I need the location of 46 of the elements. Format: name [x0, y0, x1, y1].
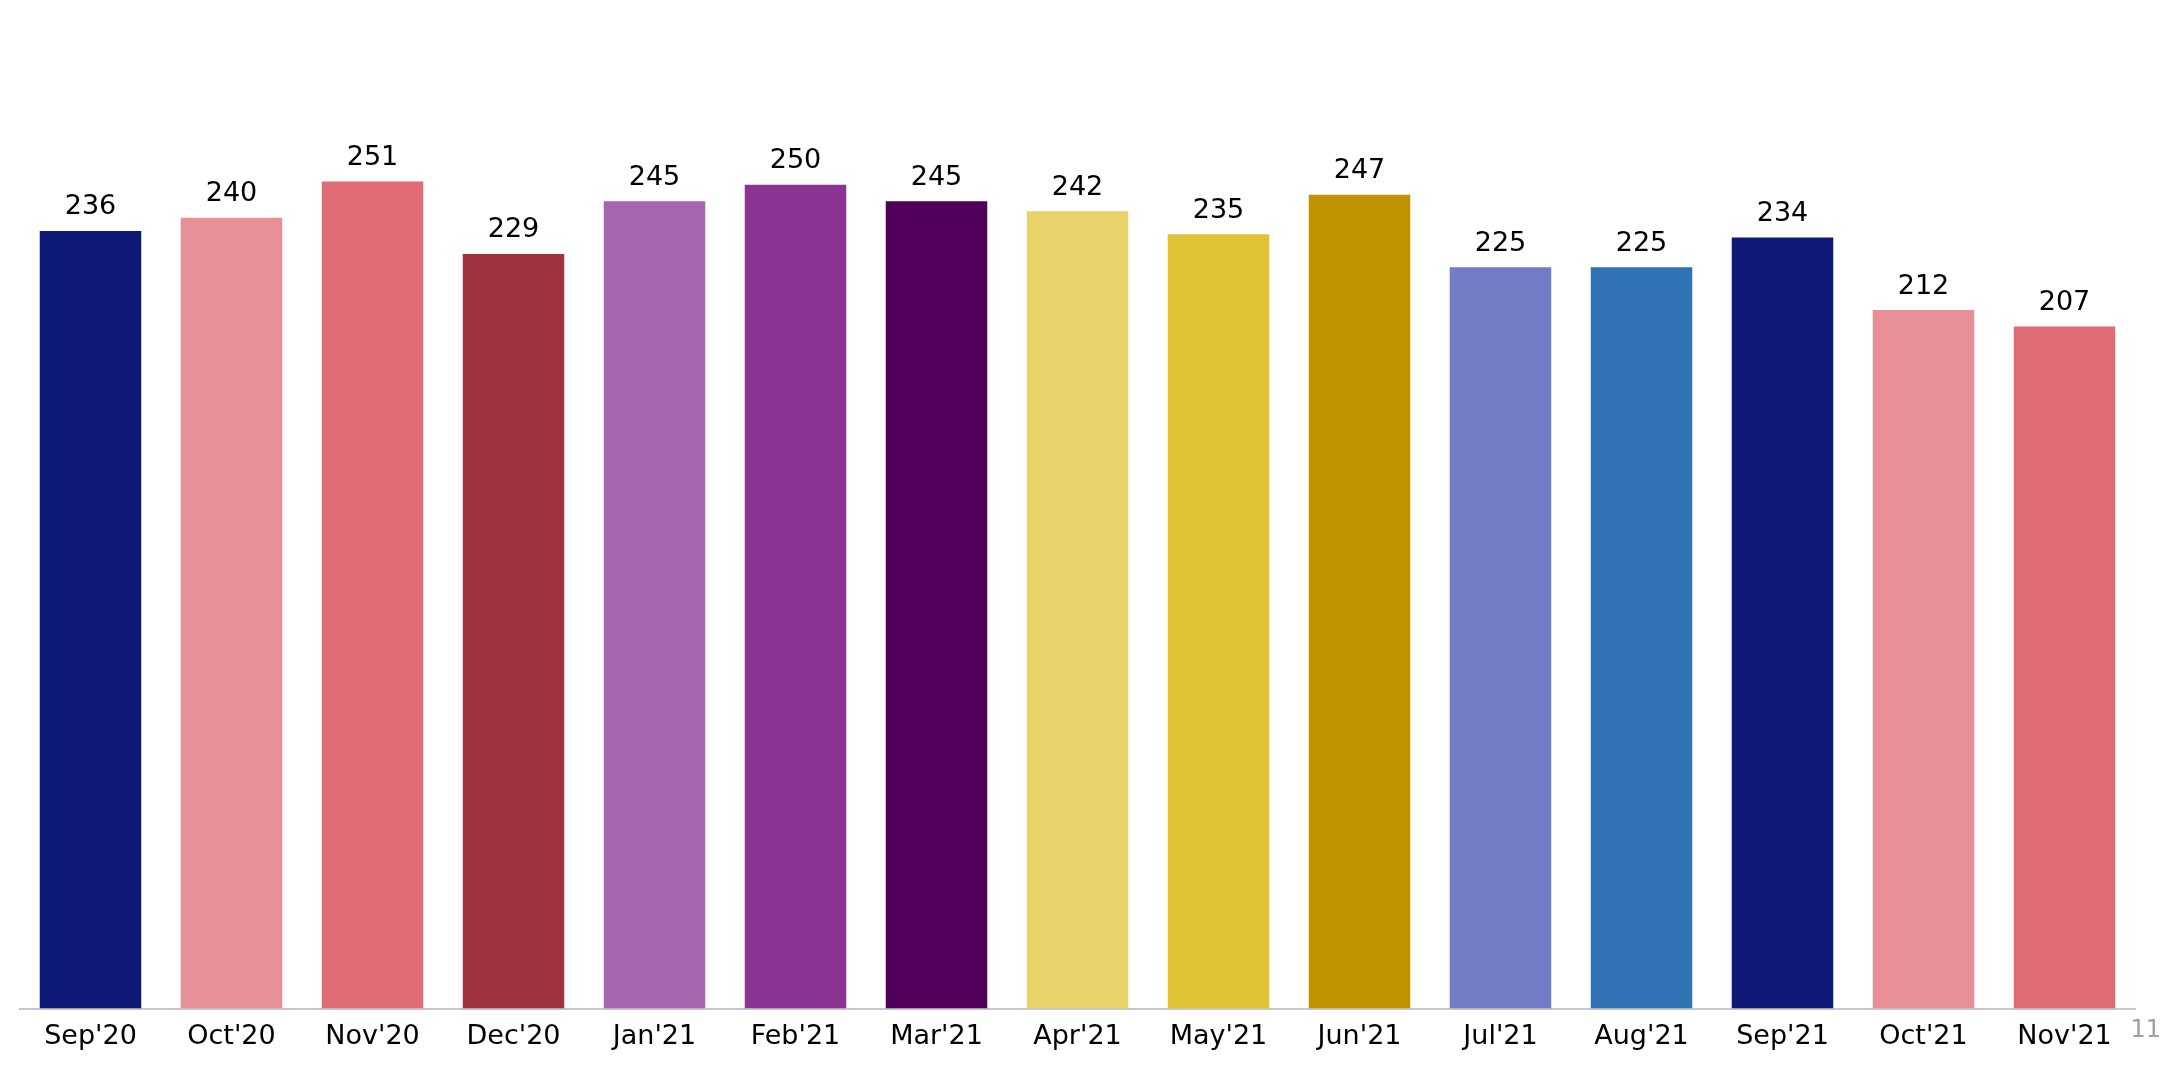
data-label: 212: [1897, 268, 1950, 300]
data-label: 207: [2038, 284, 2091, 316]
bar: [39, 230, 142, 1009]
data-label: 235: [1192, 192, 1245, 224]
data-label: 242: [1051, 169, 1104, 201]
data-label: 229: [487, 212, 540, 244]
data-label: 251: [346, 139, 399, 171]
bar: [2013, 326, 2116, 1009]
data-label: 236: [64, 189, 117, 221]
x-tick-label: May'21: [1169, 1018, 1268, 1050]
x-tick-label: Jan'21: [610, 1018, 697, 1050]
x-tick-label: Sep'20: [44, 1018, 137, 1050]
x-tick-label: Dec'20: [466, 1018, 561, 1050]
data-label: 225: [1474, 225, 1527, 257]
data-label: 225: [1615, 225, 1668, 257]
bar: [321, 181, 424, 1009]
bar: [1308, 194, 1411, 1009]
x-tick-label: Oct'20: [187, 1018, 276, 1050]
data-label: 245: [628, 159, 681, 191]
bar: [603, 201, 706, 1009]
x-tick-label: Mar'21: [890, 1018, 983, 1050]
bar: [744, 184, 847, 1009]
x-tick-label: Apr'21: [1033, 1018, 1122, 1050]
text: 11: [2130, 1015, 2161, 1043]
data-label: 234: [1756, 196, 1809, 228]
x-tick-label: Nov'20: [325, 1018, 420, 1050]
data-label: 247: [1333, 153, 1386, 185]
x-tick-label: Jun'21: [1315, 1018, 1402, 1050]
bar: [1872, 309, 1975, 1009]
bar: [1026, 211, 1129, 1009]
bar: [1167, 234, 1270, 1009]
x-tick-label: Nov'21: [2017, 1018, 2112, 1050]
x-tick-label: Aug'21: [1594, 1018, 1689, 1050]
x-tick-label: Oct'21: [1879, 1018, 1968, 1050]
bar: [1449, 267, 1552, 1009]
data-label: 240: [205, 176, 258, 208]
x-tick-label: Jul'21: [1461, 1018, 1538, 1050]
bar: [180, 217, 283, 1009]
data-label: 245: [910, 159, 963, 191]
bar: [1590, 267, 1693, 1009]
bar: [885, 201, 988, 1009]
data-label: 250: [769, 143, 822, 175]
bar: [1731, 237, 1834, 1009]
bar: [462, 253, 565, 1009]
x-tick-label: Feb'21: [750, 1018, 841, 1050]
x-tick-label: Sep'21: [1736, 1018, 1829, 1050]
